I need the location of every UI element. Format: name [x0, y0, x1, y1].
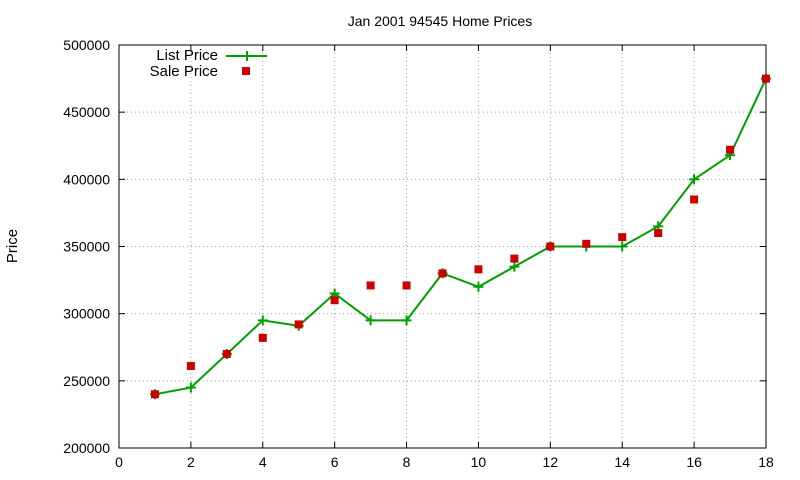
sale-price-point: [762, 74, 770, 83]
sale-price-point: [726, 145, 735, 154]
y-tick-label: 250000: [63, 373, 110, 389]
sale-price-point: [258, 333, 267, 342]
list-price-point: [509, 261, 520, 272]
list-price-point: [185, 382, 196, 393]
sale-price-point: [366, 281, 375, 290]
y-axis-label: Price: [4, 229, 21, 263]
y-tick-label: 450000: [63, 104, 110, 120]
y-tick-labels: 200000 250000 300000 350000 400000 450000 5000…: [63, 37, 110, 456]
grid: [119, 45, 766, 448]
legend-label-sale-price: Sale Price: [150, 63, 218, 80]
chart-title: Jan 2001 94545 Home Prices: [348, 13, 532, 29]
y-tick-label: 400000: [63, 171, 110, 187]
sale-price-point: [582, 239, 591, 248]
sale-price-point: [654, 229, 663, 238]
sale-price-point: [690, 195, 699, 204]
y-tick-label: 300000: [63, 306, 110, 322]
legend-marker-list-price: [242, 51, 252, 61]
y-tick-label: 350000: [63, 239, 110, 255]
legend-marker-sale-price: [242, 67, 250, 75]
list-price-point: [689, 174, 700, 185]
x-tick-labels: 0 2 4 6 8 10 12 14 16 18: [115, 454, 774, 470]
series-list-price: [149, 73, 771, 400]
list-price-point: [401, 315, 412, 326]
sale-price-point: [474, 265, 483, 274]
list-price-line: [154, 78, 767, 396]
axis-ticks: [118, 44, 767, 449]
list-price-point: [365, 315, 376, 326]
legend: List Price Sale Price: [150, 47, 267, 80]
x-tick-label: 8: [403, 454, 411, 470]
sale-price-point: [186, 362, 195, 371]
sale-price-point: [150, 390, 159, 399]
list-price-point: [473, 281, 484, 292]
series: [149, 73, 771, 400]
plot-frame: [118, 44, 767, 449]
x-tick-label: 18: [758, 454, 774, 470]
y-tick-label: 500000: [63, 37, 110, 53]
legend-label-list-price: List Price: [156, 47, 218, 64]
x-tick-label: 16: [686, 454, 702, 470]
x-tick-label: 14: [614, 454, 630, 470]
x-tick-label: 4: [259, 454, 267, 470]
sale-price-point: [330, 296, 339, 305]
list-price-point: [617, 241, 628, 252]
sale-price-point: [546, 242, 555, 251]
sale-price-point: [618, 233, 627, 242]
sale-price-point: [222, 349, 231, 358]
x-tick-label: 2: [187, 454, 195, 470]
sale-price-point: [510, 254, 519, 263]
sale-price-point: [294, 320, 303, 329]
series-sale-price: [150, 74, 770, 399]
list-price-point: [257, 315, 268, 326]
x-tick-label: 12: [543, 454, 559, 470]
x-tick-label: 6: [331, 454, 339, 470]
x-tick-label: 0: [115, 454, 123, 470]
y-tick-label: 200000: [63, 440, 110, 456]
x-tick-label: 10: [471, 454, 487, 470]
sale-price-point: [402, 281, 411, 290]
sale-price-point: [438, 269, 447, 278]
